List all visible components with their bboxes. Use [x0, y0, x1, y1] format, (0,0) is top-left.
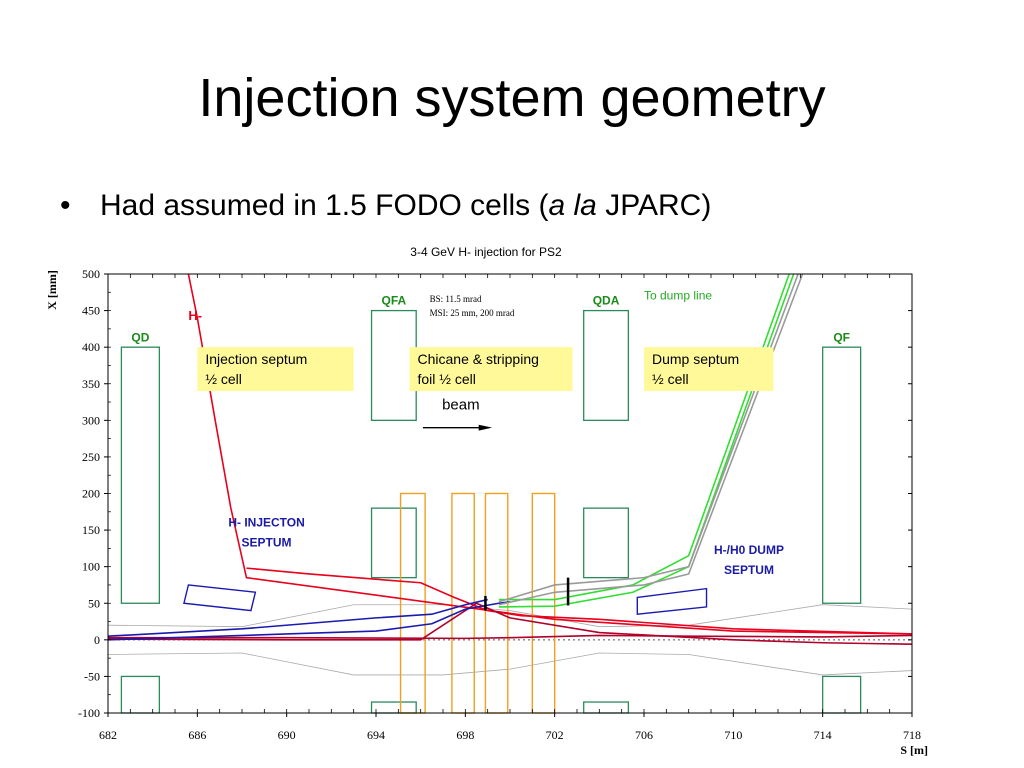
magnet-lower-qf: [822, 675, 862, 714]
annotation-layer: QD QFA QDA QF 3-4 GeV H- injection for PS2 S …: [45, 245, 928, 757]
label-box-3: [644, 347, 774, 392]
envelope-lower: [107, 652, 913, 676]
bullet-marker: •: [60, 189, 71, 222]
magnet-label-qfa: QFA: [382, 294, 407, 308]
bullet-text-italic: a la: [548, 189, 597, 222]
label-box-2: [409, 347, 573, 392]
y-tick-label: -50: [84, 669, 100, 683]
x-tick-label: 702: [546, 728, 564, 742]
x-tick-label: 710: [724, 728, 742, 742]
trajectory-red-2: [246, 567, 913, 635]
x-tick-label: 706: [635, 728, 653, 742]
x-tick-label: 714: [814, 728, 832, 742]
y-axis-label: X [mm]: [45, 270, 59, 310]
bullet-item: • Had assumed in 1.5 FODO cells (a la JPA…: [60, 186, 711, 226]
injection-septum-label-2: SEPTUM: [242, 535, 292, 549]
magnet-upper-qda: [583, 309, 630, 421]
x-tick-label: 698: [456, 728, 474, 742]
y-tick-label: 0: [94, 633, 100, 647]
trajectory-green_bright-7: [498, 273, 790, 601]
y-tick-label: 50: [88, 596, 100, 610]
injection-septum-label-1: H- INJECTON: [228, 515, 304, 529]
label-box-3-line-2: ½ cell: [652, 371, 689, 387]
magnet-label-qda: QDA: [593, 294, 620, 308]
x-tick-label: 718: [903, 728, 921, 742]
septa-layer: [183, 584, 708, 616]
x-tick-label: 690: [278, 728, 296, 742]
injection-septum-blade: [183, 584, 257, 612]
magnet-upper-qd: [120, 346, 161, 604]
envelope-upper: [107, 604, 913, 628]
label-box-2-line-2: foil ½ cell: [418, 371, 476, 387]
y-tick-label: 300: [82, 413, 100, 427]
x-tick-label: 682: [99, 728, 117, 742]
y-tick-label: -100: [78, 706, 100, 720]
chicane-magnet-4: [531, 492, 556, 714]
param-line-1: BS: 11.5 mrad: [430, 294, 482, 304]
x-tick-label: 686: [188, 728, 206, 742]
label-box-3-line-1: Dump septum: [652, 351, 739, 367]
y-tick-label: 400: [82, 340, 100, 354]
y-tick-label: 200: [82, 487, 100, 501]
beam-label: beam: [442, 396, 480, 413]
bullet-text-start: Had assumed in 1.5 FODO cells (: [100, 189, 549, 222]
y-tick-label: 150: [82, 523, 100, 537]
y-tick-label: 500: [82, 267, 100, 281]
slide-title: Injection system geometry: [198, 68, 826, 128]
beam-envelope-layer: [107, 604, 913, 676]
dump-septum-label-2: SEPTUM: [724, 563, 774, 577]
axes-layer: 682 686 690 694 698 702 706 710 714 7185004504003…: [78, 267, 921, 742]
beam-arrowhead: [478, 424, 493, 431]
label-box-2-line-1: Chicane & stripping: [418, 351, 539, 367]
to-dump-line-label: To dump line: [644, 289, 712, 303]
trajectory-blue-5: [107, 600, 511, 641]
label-box-1: [197, 347, 354, 392]
chicane-magnet-1: [399, 492, 426, 714]
trajectory-red-1: [187, 273, 913, 635]
label-box-1-line-1: Injection septum: [205, 351, 307, 367]
trajectories-layer: [107, 273, 913, 646]
chart-title: 3-4 GeV H- injection for PS2: [410, 245, 562, 259]
magnet-upper-qf: [822, 346, 862, 604]
trajectory-dark_red-3: [108, 634, 913, 640]
magnet-upper-qfa: [370, 309, 417, 421]
trajectory-dark_red-4: [107, 602, 913, 646]
trajectory-grey-9: [498, 273, 799, 603]
magnet-label-qd: QD: [131, 330, 149, 344]
magnet-bottom-qfa: [370, 701, 417, 714]
dump-septum-blade: [636, 587, 708, 616]
trajectory-grey-10: [498, 273, 804, 606]
magnet-label-qf: QF: [833, 330, 850, 344]
magnet-lower-qda: [583, 507, 630, 579]
y-tick-label: 350: [82, 377, 100, 391]
h-minus-label: H-: [188, 308, 202, 323]
y-tick-label: 450: [82, 304, 100, 318]
bullet-text: Had assumed in 1.5 FODO cells (a la JPAR…: [100, 189, 711, 222]
x-axis-label: S [m]: [900, 743, 928, 757]
trajectory-green_bright-8: [498, 273, 795, 608]
param-line-2: MSI: 25 mm, 200 mrad: [430, 308, 515, 318]
magnet-lower-qfa: [370, 507, 417, 579]
magnet-lower-qd: [120, 675, 161, 714]
dump-septum-label-1: H-/H0 DUMP: [714, 543, 784, 557]
label-box-1-line-2: ½ cell: [205, 371, 242, 387]
x-tick-label: 694: [367, 728, 385, 742]
y-tick-label: 250: [82, 450, 100, 464]
y-tick-label: 100: [82, 560, 100, 574]
trajectory-blue-6: [107, 598, 488, 637]
bullet-text-end: JPARC): [596, 189, 712, 222]
